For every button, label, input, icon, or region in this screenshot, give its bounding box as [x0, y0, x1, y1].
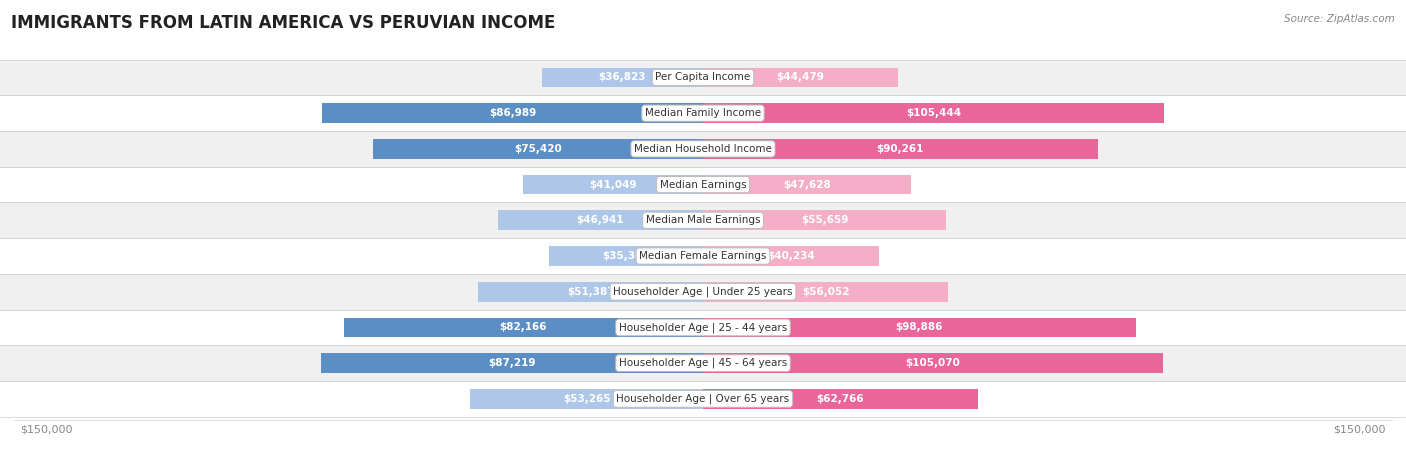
Bar [703, 318, 1136, 337]
Text: Householder Age | Over 65 years: Householder Age | Over 65 years [616, 394, 790, 404]
Text: $40,234: $40,234 [768, 251, 815, 261]
Bar [0, 131, 1406, 167]
Text: $41,049: $41,049 [589, 180, 637, 190]
Bar [0, 274, 1406, 310]
Bar [703, 103, 1164, 123]
Text: Householder Age | 45 - 64 years: Householder Age | 45 - 64 years [619, 358, 787, 368]
Bar [343, 318, 703, 337]
Text: $46,941: $46,941 [576, 215, 624, 225]
Bar [541, 68, 703, 87]
Bar [703, 282, 948, 302]
Bar [0, 345, 1406, 381]
Text: $47,628: $47,628 [783, 180, 831, 190]
Text: $90,261: $90,261 [877, 144, 924, 154]
Text: $51,387: $51,387 [567, 287, 614, 297]
Bar [470, 389, 703, 409]
Bar [478, 282, 703, 302]
Bar [703, 211, 946, 230]
Text: $53,265: $53,265 [562, 394, 610, 404]
Bar [0, 310, 1406, 345]
Bar [0, 238, 1406, 274]
Bar [0, 95, 1406, 131]
Text: $87,219: $87,219 [488, 358, 536, 368]
Text: $55,659: $55,659 [801, 215, 848, 225]
Bar [703, 139, 1098, 159]
Bar [703, 246, 879, 266]
Text: $56,052: $56,052 [801, 287, 849, 297]
Bar [373, 139, 703, 159]
Text: $82,166: $82,166 [499, 322, 547, 333]
Text: $86,989: $86,989 [489, 108, 536, 118]
Text: Median Family Income: Median Family Income [645, 108, 761, 118]
Bar [523, 175, 703, 194]
Text: $62,766: $62,766 [817, 394, 865, 404]
Text: IMMIGRANTS FROM LATIN AMERICA VS PERUVIAN INCOME: IMMIGRANTS FROM LATIN AMERICA VS PERUVIA… [11, 14, 555, 32]
Bar [548, 246, 703, 266]
Bar [0, 203, 1406, 238]
Bar [0, 167, 1406, 203]
Text: Median Female Earnings: Median Female Earnings [640, 251, 766, 261]
Text: Per Capita Income: Per Capita Income [655, 72, 751, 83]
Text: Median Male Earnings: Median Male Earnings [645, 215, 761, 225]
Bar [703, 68, 897, 87]
Text: $36,823: $36,823 [599, 72, 647, 83]
Bar [703, 389, 977, 409]
Text: $98,886: $98,886 [896, 322, 943, 333]
Bar [0, 381, 1406, 417]
Bar [703, 354, 1163, 373]
Bar [322, 354, 703, 373]
Text: $35,307: $35,307 [602, 251, 650, 261]
Text: $75,420: $75,420 [515, 144, 562, 154]
Text: Median Household Income: Median Household Income [634, 144, 772, 154]
Bar [0, 60, 1406, 95]
Text: Source: ZipAtlas.com: Source: ZipAtlas.com [1284, 14, 1395, 24]
Text: $105,444: $105,444 [905, 108, 962, 118]
Bar [498, 211, 703, 230]
Text: $44,479: $44,479 [776, 72, 824, 83]
Text: Householder Age | 25 - 44 years: Householder Age | 25 - 44 years [619, 322, 787, 333]
Bar [322, 103, 703, 123]
Bar [703, 175, 911, 194]
Text: Householder Age | Under 25 years: Householder Age | Under 25 years [613, 286, 793, 297]
Text: Median Earnings: Median Earnings [659, 180, 747, 190]
Text: $105,070: $105,070 [905, 358, 960, 368]
